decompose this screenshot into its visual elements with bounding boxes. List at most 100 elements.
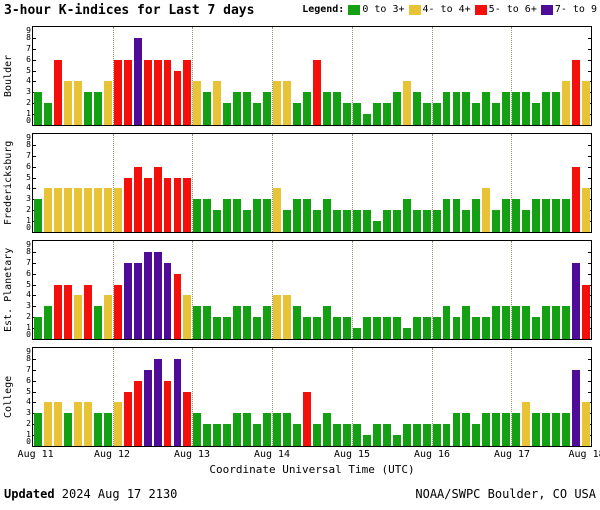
k-index-bar [163,177,172,232]
k-index-bar [263,199,272,232]
day-gridline [192,241,194,339]
k-index-bar [53,59,62,125]
k-index-bar [552,199,561,232]
k-index-bar [73,188,82,232]
x-tick-label: Aug 14 [253,449,291,460]
k-index-bar [113,402,122,446]
k-index-bar [113,188,122,232]
y-tick-label: 0 [26,223,31,232]
day-gridline [511,134,513,232]
k-index-bar [562,199,571,232]
k-index-bar [332,210,341,232]
y-tick-label: 8 [26,353,31,363]
legend-swatch [540,4,553,15]
k-index-bar [332,424,341,446]
k-index-bar [53,188,62,232]
k-index-bar [352,424,361,446]
k-index-bar [193,306,202,339]
k-index-bar [522,210,531,232]
k-index-bar [372,317,381,339]
day-gridline [192,134,194,232]
y-tick-mark [33,144,36,146]
k-index-bar [213,424,222,446]
k-index-bar [313,424,321,446]
k-index-bar [233,92,242,125]
k-index-bar [133,37,142,125]
y-tick-label: 0 [26,330,31,339]
k-index-bar [243,92,252,125]
k-index-bar [392,92,401,125]
k-index-bar [303,199,311,232]
y-tick-mark [33,369,36,371]
y-tick-mark [33,295,36,297]
k-index-bar [532,199,541,232]
k-index-bar [203,424,212,446]
legend-label: Legend: [302,4,345,15]
k-index-bar [362,114,371,125]
day-gridline [272,134,274,232]
k-index-bar [472,103,481,125]
y-tick-label: 4 [26,183,31,193]
y-tick-mark [33,166,36,168]
k-index-bar [472,424,481,446]
k-index-bar [213,317,222,339]
k-index-bar [63,81,72,125]
y-tick-mark [33,402,36,404]
k-index-bar [542,413,551,446]
k-index-bar [402,81,411,125]
chart-title: 3-hour K-indices for Last 7 days [4,3,255,18]
y-tick-mark [33,273,36,275]
y-tick-mark [588,262,591,264]
k-index-bar [283,81,292,125]
y-tick-label: 4 [26,76,31,86]
k-index-bar [213,81,222,125]
k-index-bar [472,317,481,339]
y-tick-label: 0 [26,437,31,446]
k-index-bar [233,413,242,446]
y-tick-label: 8 [26,139,31,149]
k-index-bar [492,210,501,232]
y-tick-label: 3 [26,194,31,204]
y-tick-mark [588,358,591,360]
k-index-bar [362,317,371,339]
k-index-bar [412,210,421,232]
k-index-bar [382,317,391,339]
day-gridline [192,27,194,125]
y-tick-label: 6 [26,161,31,171]
k-index-bar [163,380,172,446]
k-index-bar [153,358,162,446]
k-index-bar [163,59,172,125]
k-index-bar [332,317,341,339]
k-index-bar [233,306,242,339]
k-index-bar [512,413,521,446]
y-tick-mark [33,59,36,61]
y-tick-label: 6 [26,268,31,278]
k-index-bar [422,210,431,232]
y-tick-mark [588,48,591,50]
k-index-bar [372,103,381,125]
legend: Legend: 0 to 3+ 4- to 4+ 5- to 6+ 7- to 9 [302,4,597,15]
k-index-bar [93,413,102,446]
k-index-bar [303,391,311,446]
y-tick-label: 3 [26,408,31,418]
day-gridline [272,241,274,339]
y-tick-mark [33,70,36,72]
k-index-bar [203,306,212,339]
y-tick-label: 2 [26,98,31,108]
k-index-bar [73,402,82,446]
station-label: College [3,375,14,419]
y-tick-mark [33,48,36,50]
legend-item: 5- to 6+ [474,4,537,15]
y-tick-label: 9 [26,240,31,249]
k-index-bar [442,199,451,232]
y-tick-label: 5 [26,279,31,289]
k-index-bar [362,210,371,232]
y-tick-label: 2 [26,312,31,322]
k-index-bar [442,92,451,125]
k-index-bar [482,92,491,125]
k-index-bar [502,92,511,125]
